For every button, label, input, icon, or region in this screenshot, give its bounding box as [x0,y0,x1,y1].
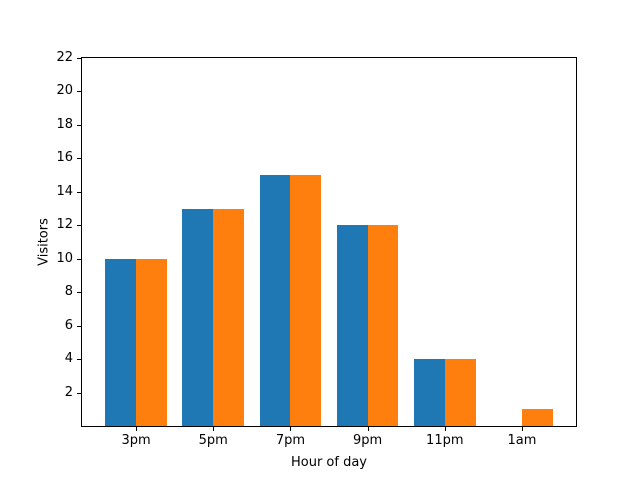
y-tick-mark-2 [77,392,81,394]
x-tick-mark-7pm [290,427,292,431]
y-tick-label-2: 2 [64,384,73,400]
x-tick-label-9pm: 9pm [353,433,383,448]
y-tick-label-14: 14 [56,183,73,199]
y-tick-mark-4 [77,359,81,361]
plot-area [81,57,577,427]
y-tick-mark-16 [77,158,81,160]
bar-series-blue-3pm [105,258,137,426]
y-tick-mark-6 [77,325,81,327]
y-tick-mark-8 [77,292,81,294]
x-axis-label: Hour of day [290,455,368,470]
y-tick-mark-10 [77,258,81,260]
x-tick-mark-1am [521,427,523,431]
y-tick-label-10: 10 [56,250,73,266]
bar-series-orange-11pm [444,359,476,426]
bar-series-orange-3pm [136,258,167,426]
x-tick-mark-11pm [444,427,446,431]
y-tick-label-6: 6 [64,317,73,333]
y-tick-mark-22 [77,58,81,59]
bar-series-orange-7pm [290,175,322,426]
y-tick-mark-12 [77,225,81,227]
x-tick-label-1am: 1am [507,433,537,448]
bar-series-orange-1am [521,409,553,426]
x-tick-label-3pm: 3pm [121,433,151,448]
bar-series-blue-11pm [413,359,445,426]
y-tick-label-22: 22 [56,50,73,65]
bar-series-orange-5pm [213,208,245,426]
bar-series-blue-9pm [336,225,368,426]
bar-series-blue-7pm [259,175,291,426]
x-tick-label-7pm: 7pm [275,433,305,448]
x-tick-mark-5pm [213,427,215,431]
x-tick-mark-3pm [136,427,138,431]
x-tick-mark-9pm [367,427,369,431]
y-tick-label-20: 20 [56,83,73,99]
y-tick-mark-20 [77,91,81,93]
y-tick-label-8: 8 [64,284,73,300]
y-tick-label-4: 4 [64,351,73,367]
y-tick-label-16: 16 [56,150,73,166]
y-tick-mark-18 [77,124,81,126]
bar-series-orange-9pm [367,225,399,426]
x-tick-label-11pm: 11pm [426,433,464,448]
y-tick-mark-14 [77,191,81,193]
bar-series-blue-5pm [182,208,214,426]
x-tick-label-5pm: 5pm [198,433,228,448]
y-tick-label-12: 12 [56,217,73,233]
y-tick-label-18: 18 [56,116,73,132]
